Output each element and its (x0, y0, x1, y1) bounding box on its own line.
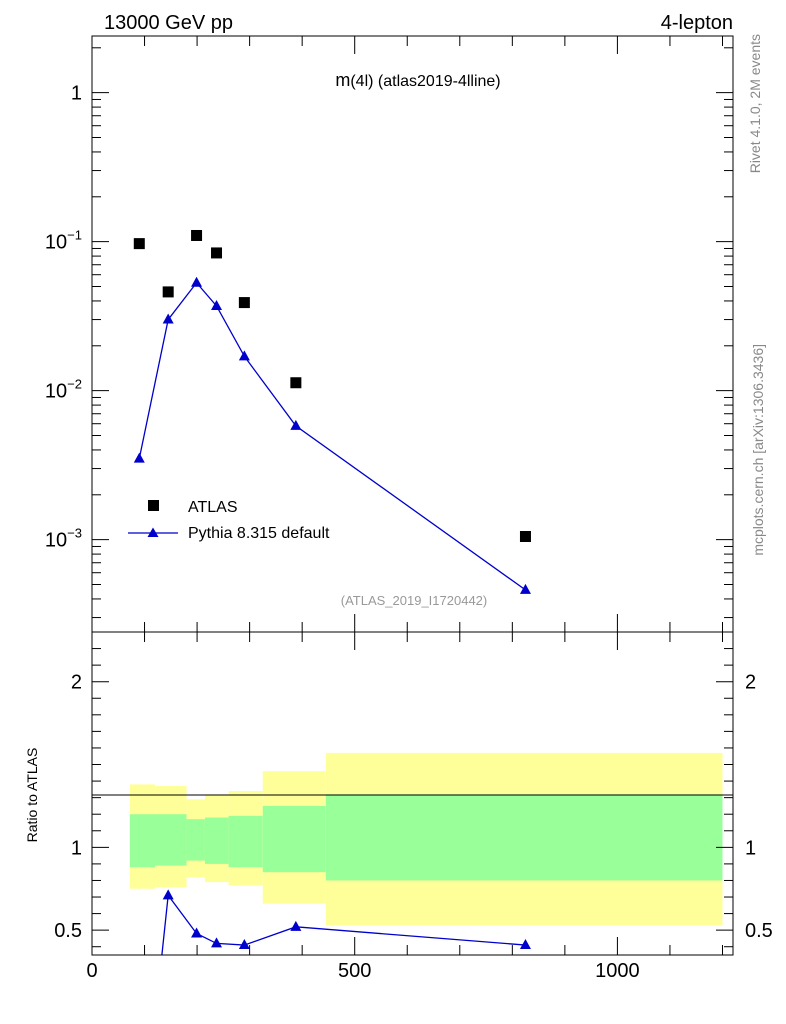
ratio-band-inner (262, 805, 326, 873)
main-series (133, 229, 531, 594)
legend: ATLAS Pythia 8.315 default (128, 499, 330, 542)
atlas-point (133, 238, 145, 250)
legend-atlas-marker (148, 500, 159, 511)
atlas-point (519, 530, 531, 542)
ratio-y-axis-label: Ratio to ATLAS (24, 748, 40, 843)
ratio-y-tick-label-right: 1 (745, 837, 756, 859)
pythia-point (133, 452, 145, 463)
legend-pythia-marker (147, 527, 159, 537)
header-right: 4-lepton (661, 12, 733, 34)
atlas-point (191, 229, 203, 241)
x-tick-label: 500 (338, 960, 371, 982)
ratio-band-inner (155, 814, 187, 866)
ratio-pythia-point (238, 939, 250, 950)
side-text-top: Rivet 4.1.0, 2M events (747, 34, 763, 173)
plot-title: m(4l) (atlas2019-4lline) (335, 70, 500, 90)
pythia-series-line (138, 281, 526, 591)
main-axis-ticks (91, 36, 733, 632)
ratio-uncertainty-bands (129, 752, 723, 926)
ratio-band-inner (228, 815, 263, 868)
ratio-pythia-point (519, 939, 531, 950)
main-panel: 1 10−1 10−2 10−3 (45, 35, 734, 633)
atlas-point (211, 247, 223, 259)
ratio-axis-ticks (91, 631, 733, 955)
pythia-point (519, 583, 531, 594)
main-y-tick-label: 10−2 (45, 377, 82, 403)
ratio-pythia-point (290, 920, 302, 931)
x-tick-label: 1000 (595, 960, 640, 982)
ratio-band-inner (186, 819, 205, 861)
ratio-y-tick-label-left: 2 (71, 672, 82, 694)
watermark: (ATLAS_2019_I1720442) (341, 593, 487, 608)
pythia-point (211, 299, 223, 310)
ratio-y-tick-label-right: 0.5 (745, 920, 773, 942)
ratio-pythia-point (211, 937, 223, 948)
legend-atlas-label: ATLAS (188, 499, 238, 516)
x-tick-label: 0 (86, 960, 97, 982)
ratio-y-tick-label-left: 0.5 (54, 920, 82, 942)
ratio-series (161, 889, 531, 956)
ratio-y-tick-label-left: 1 (71, 837, 82, 859)
pythia-point (191, 276, 203, 287)
atlas-point (238, 297, 250, 309)
main-frame (91, 35, 734, 633)
pythia-point (290, 419, 302, 430)
main-y-tick-label: 10−1 (45, 228, 82, 254)
ratio-y-tick-label-right: 2 (745, 672, 756, 694)
main-y-tick-label: 10−3 (45, 526, 82, 552)
ratio-tick-labels: 0.5 0.5 1 1 2 2 0 500 1000 (54, 672, 773, 982)
pythia-point (238, 350, 250, 361)
atlas-point (290, 377, 302, 389)
pythia-point (162, 313, 174, 324)
ratio-frame (91, 631, 734, 956)
ratio-band-inner (204, 817, 229, 864)
ratio-band-inner (325, 794, 723, 881)
main-y-tick-labels: 1 10−1 10−2 10−3 (45, 83, 82, 552)
ratio-panel: 0.5 0.5 1 1 2 2 0 500 1000 (54, 631, 773, 982)
main-y-tick-label: 1 (71, 83, 82, 105)
ratio-band-inner (129, 814, 156, 868)
ratio-pythia-point (162, 889, 174, 900)
side-text-bottom: mcplots.cern.ch [arXiv:1306.3436] (750, 344, 766, 556)
ratio-pythia-point (191, 927, 203, 938)
legend-pythia-label: Pythia 8.315 default (188, 525, 330, 542)
header-left: 13000 GeV pp (104, 12, 233, 34)
atlas-point (162, 286, 174, 298)
